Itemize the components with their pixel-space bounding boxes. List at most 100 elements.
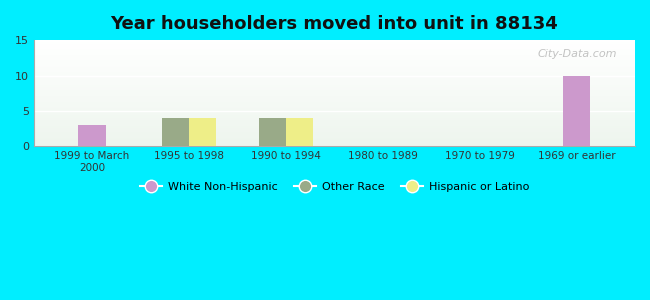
Bar: [34, 67, 635, 68]
Bar: [34, 135, 635, 136]
Bar: [34, 138, 635, 139]
Bar: [34, 56, 635, 57]
Bar: [34, 105, 635, 106]
Bar: [34, 52, 635, 53]
Bar: [34, 90, 635, 91]
Bar: [34, 66, 635, 67]
Bar: [34, 97, 635, 98]
Bar: [34, 82, 635, 83]
Bar: [34, 68, 635, 69]
Bar: [34, 84, 635, 85]
Bar: [34, 100, 635, 101]
Bar: [34, 86, 635, 87]
Bar: [34, 59, 635, 60]
Bar: [34, 99, 635, 100]
Bar: [34, 142, 635, 143]
Bar: [34, 75, 635, 76]
Bar: [34, 136, 635, 137]
Bar: [34, 108, 635, 109]
Bar: [34, 50, 635, 51]
Bar: [79, 125, 105, 146]
Bar: [162, 118, 189, 146]
Bar: [34, 101, 635, 102]
Bar: [34, 85, 635, 86]
Bar: [34, 48, 635, 49]
Bar: [34, 80, 635, 82]
Bar: [34, 40, 635, 41]
Bar: [34, 121, 635, 122]
Bar: [34, 55, 635, 56]
Bar: [34, 102, 635, 103]
Legend: White Non-Hispanic, Other Race, Hispanic or Latino: White Non-Hispanic, Other Race, Hispanic…: [135, 177, 534, 196]
Bar: [34, 95, 635, 97]
Bar: [34, 122, 635, 123]
Bar: [259, 118, 286, 146]
Bar: [34, 126, 635, 127]
Bar: [34, 127, 635, 128]
Bar: [564, 76, 590, 146]
Bar: [34, 60, 635, 62]
Bar: [34, 140, 635, 141]
Bar: [34, 91, 635, 92]
Bar: [34, 88, 635, 89]
Bar: [34, 61, 635, 62]
Bar: [34, 118, 635, 119]
Bar: [34, 133, 635, 134]
Bar: [34, 89, 635, 90]
Bar: [34, 70, 635, 71]
Bar: [34, 125, 635, 126]
Bar: [34, 143, 635, 144]
Bar: [34, 57, 635, 58]
Bar: [34, 106, 635, 107]
Bar: [34, 141, 635, 142]
Bar: [34, 92, 635, 93]
Bar: [34, 64, 635, 66]
Bar: [34, 44, 635, 45]
Bar: [34, 115, 635, 116]
Bar: [34, 110, 635, 111]
Bar: [34, 124, 635, 125]
Bar: [34, 54, 635, 55]
Bar: [34, 49, 635, 50]
Bar: [34, 139, 635, 140]
Bar: [34, 41, 635, 42]
Bar: [34, 93, 635, 94]
Bar: [34, 119, 635, 120]
Bar: [34, 113, 635, 115]
Bar: [34, 128, 635, 129]
Bar: [34, 129, 635, 130]
Bar: [34, 74, 635, 75]
Bar: [34, 137, 635, 138]
Bar: [34, 111, 635, 112]
Bar: [34, 76, 635, 77]
Bar: [34, 123, 635, 124]
Bar: [34, 116, 635, 117]
Bar: [34, 43, 635, 44]
Bar: [34, 94, 635, 95]
Bar: [34, 104, 635, 105]
Title: Year householders moved into unit in 88134: Year householders moved into unit in 881…: [111, 15, 558, 33]
Bar: [34, 62, 635, 64]
Bar: [34, 58, 635, 59]
Bar: [34, 71, 635, 72]
Bar: [34, 72, 635, 73]
Bar: [34, 45, 635, 46]
Bar: [34, 103, 635, 104]
Bar: [286, 118, 313, 146]
Bar: [34, 53, 635, 54]
Bar: [34, 82, 635, 84]
Bar: [34, 87, 635, 88]
Bar: [34, 132, 635, 133]
Bar: [34, 144, 635, 145]
Bar: [34, 98, 635, 99]
Bar: [189, 118, 216, 146]
Bar: [34, 78, 635, 80]
Bar: [34, 42, 635, 43]
Bar: [34, 130, 635, 132]
Bar: [34, 112, 635, 113]
Text: City-Data.com: City-Data.com: [538, 49, 617, 58]
Bar: [34, 120, 635, 121]
Bar: [34, 109, 635, 110]
Bar: [34, 107, 635, 108]
Bar: [34, 51, 635, 52]
